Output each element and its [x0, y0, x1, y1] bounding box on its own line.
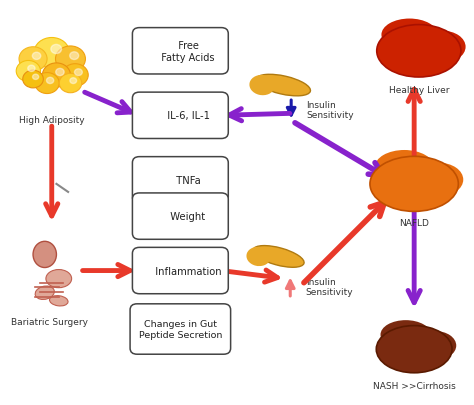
Circle shape [62, 64, 88, 87]
Ellipse shape [370, 157, 458, 212]
Ellipse shape [49, 296, 68, 306]
FancyBboxPatch shape [132, 157, 228, 203]
Text: NASH >>Cirrhosis: NASH >>Cirrhosis [373, 381, 456, 390]
Text: IL-6, IL-1: IL-6, IL-1 [161, 111, 210, 121]
Ellipse shape [377, 26, 461, 78]
Ellipse shape [379, 32, 440, 68]
Text: Healthy Liver: Healthy Liver [389, 86, 449, 95]
Circle shape [32, 53, 41, 60]
Ellipse shape [35, 286, 55, 300]
Circle shape [35, 73, 59, 94]
Text: Free
  Fatty Acids: Free Fatty Acids [155, 41, 215, 62]
FancyBboxPatch shape [130, 304, 231, 354]
Ellipse shape [378, 331, 433, 364]
Text: Insulin
Sensitivity: Insulin Sensitivity [307, 100, 354, 119]
FancyBboxPatch shape [132, 194, 228, 240]
Circle shape [23, 71, 43, 89]
Text: Insulin
Sensitivity: Insulin Sensitivity [306, 277, 353, 296]
Circle shape [34, 38, 70, 69]
Ellipse shape [419, 32, 465, 64]
Ellipse shape [414, 163, 463, 197]
FancyBboxPatch shape [132, 28, 228, 75]
Circle shape [70, 53, 79, 60]
Text: Changes in Gut
Peptide Secretion: Changes in Gut Peptide Secretion [139, 320, 222, 339]
FancyBboxPatch shape [132, 248, 228, 294]
Circle shape [33, 75, 39, 80]
Circle shape [74, 70, 82, 77]
Circle shape [51, 45, 62, 54]
Ellipse shape [376, 326, 452, 373]
Ellipse shape [414, 331, 456, 360]
Text: Bariatric Surgery: Bariatric Surgery [11, 317, 88, 326]
Text: NAFLD: NAFLD [399, 219, 429, 228]
Circle shape [46, 78, 54, 84]
Text: Weight: Weight [164, 211, 206, 222]
Ellipse shape [381, 320, 431, 350]
Ellipse shape [33, 242, 56, 268]
Ellipse shape [253, 246, 304, 268]
Ellipse shape [256, 75, 310, 97]
Text: TNFa: TNFa [170, 175, 201, 185]
Circle shape [70, 79, 77, 84]
FancyBboxPatch shape [132, 93, 228, 139]
Circle shape [42, 64, 71, 88]
Circle shape [19, 48, 47, 72]
Circle shape [55, 47, 85, 72]
Circle shape [56, 69, 64, 77]
Ellipse shape [246, 247, 271, 266]
Text: Inflammation: Inflammation [149, 266, 221, 276]
Ellipse shape [382, 19, 438, 52]
Circle shape [16, 61, 41, 82]
Circle shape [28, 66, 35, 72]
Ellipse shape [249, 76, 275, 96]
Text: High Adiposity: High Adiposity [19, 116, 84, 125]
Ellipse shape [46, 270, 72, 288]
Circle shape [59, 74, 82, 94]
Ellipse shape [373, 163, 436, 201]
Ellipse shape [375, 151, 434, 184]
